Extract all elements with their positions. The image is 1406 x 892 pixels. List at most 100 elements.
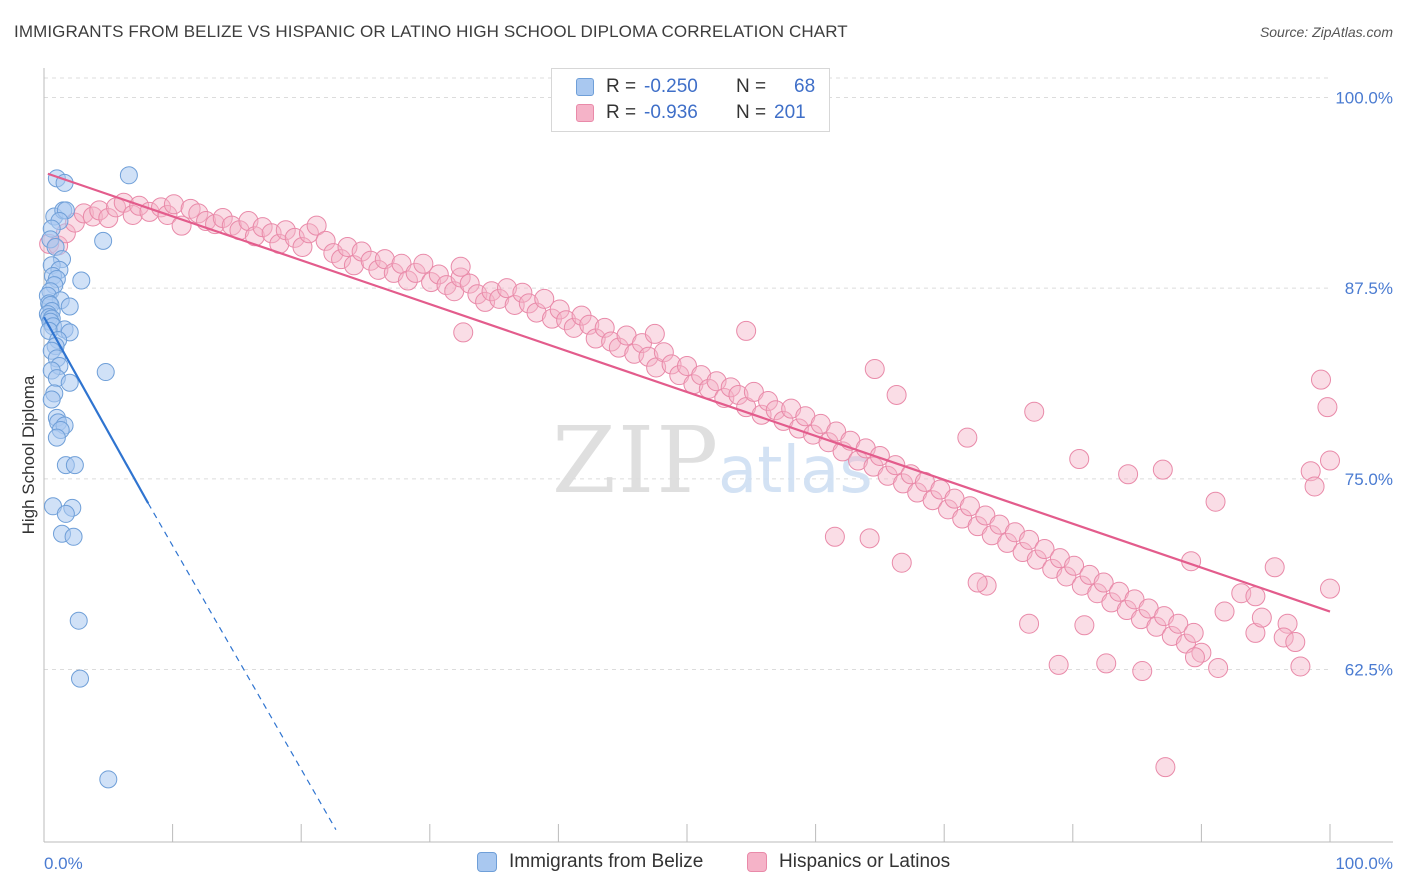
blue-point xyxy=(56,504,75,523)
legend-n-label: N = xyxy=(736,76,767,97)
pink-point xyxy=(608,337,629,358)
pink-point xyxy=(1304,476,1325,497)
blue-point xyxy=(65,456,84,475)
pink-point xyxy=(1064,555,1085,576)
pink-point xyxy=(1019,529,1040,550)
x-tick-label-min: 0.0% xyxy=(44,854,83,873)
pink-point xyxy=(818,432,839,453)
pink-point xyxy=(512,282,533,303)
blue-point xyxy=(60,297,79,316)
pink-point xyxy=(859,528,880,549)
pink-point xyxy=(368,259,389,280)
pink-point xyxy=(959,496,980,517)
pink-point xyxy=(1069,449,1090,470)
pink-point xyxy=(496,278,517,299)
pink-point xyxy=(450,256,471,277)
blue-point xyxy=(64,527,83,546)
pink-point xyxy=(1214,601,1235,622)
pink-point xyxy=(397,270,418,291)
watermark-zip: ZIP xyxy=(552,407,720,514)
pink-point xyxy=(1093,572,1114,593)
pink-point xyxy=(163,194,184,215)
pink-point xyxy=(1116,600,1137,621)
pink-point xyxy=(421,272,442,293)
pink-point xyxy=(1300,461,1321,482)
pink-point xyxy=(1155,757,1176,778)
pink-trendline xyxy=(47,172,1331,613)
y-axis-label: High School Diploma xyxy=(19,375,38,534)
pink-point xyxy=(864,359,885,380)
blue-point xyxy=(47,428,66,447)
pink-point xyxy=(556,310,577,331)
pink-point xyxy=(967,516,988,537)
pink-point xyxy=(481,281,502,302)
pink-point xyxy=(863,456,884,477)
pink-point xyxy=(1024,401,1045,422)
pink-point xyxy=(306,215,327,236)
legend-n-value: 68 xyxy=(794,76,816,97)
blue-points xyxy=(38,166,138,789)
pink-point xyxy=(886,384,907,405)
blue-point xyxy=(119,166,138,185)
pink-point xyxy=(1245,622,1266,643)
blue-point xyxy=(71,669,90,688)
legend-r-value: -0.250 xyxy=(644,76,698,97)
pink-point xyxy=(720,377,741,398)
blue-point xyxy=(99,770,118,789)
pink-point xyxy=(653,342,674,363)
pink-point xyxy=(1183,622,1204,643)
legend-r-label: R = xyxy=(606,76,637,97)
pink-point xyxy=(1034,538,1055,559)
trendlines xyxy=(43,172,1331,830)
bottom-legend-swatch-pink xyxy=(747,852,767,872)
blue-point xyxy=(69,611,88,630)
pink-point xyxy=(938,499,959,520)
y-tick-label: 87.5% xyxy=(1345,279,1393,298)
legend-r-value: -0.936 xyxy=(644,102,698,123)
pink-point xyxy=(489,288,510,309)
legend-swatch-pink xyxy=(576,104,594,122)
axes xyxy=(43,68,1393,843)
pink-point xyxy=(428,264,449,285)
pink-point xyxy=(413,253,434,274)
bottom-legend-swatch-blue xyxy=(477,852,497,872)
pink-point xyxy=(1118,464,1139,485)
legend-row-belize: R = -0.250 N = 68 xyxy=(576,75,815,99)
pink-point xyxy=(1048,654,1069,675)
pink-point xyxy=(824,526,845,547)
pink-point xyxy=(98,208,119,229)
blue-point xyxy=(94,231,113,250)
pink-point xyxy=(453,322,474,343)
chart-title: IMMIGRANTS FROM BELIZE VS HISPANIC OR LA… xyxy=(14,22,848,41)
pink-point xyxy=(549,299,570,320)
pink-point xyxy=(891,552,912,573)
y-tick-label: 100.0% xyxy=(1335,89,1393,108)
pink-point xyxy=(534,288,555,309)
pink-point xyxy=(1096,653,1117,674)
pink-point xyxy=(1285,632,1306,653)
pink-point xyxy=(331,249,352,270)
pink-point xyxy=(1205,491,1226,512)
pink-point xyxy=(765,400,786,421)
pink-point xyxy=(298,223,319,244)
pink-point xyxy=(1132,661,1153,682)
pink-point xyxy=(677,355,697,376)
pink-point xyxy=(82,206,103,227)
blue-point xyxy=(60,373,79,392)
pink-point xyxy=(1245,586,1266,607)
pink-point xyxy=(1152,459,1173,480)
blue-trendline xyxy=(43,316,150,504)
pink-point xyxy=(1056,566,1077,587)
blue-point xyxy=(96,363,115,382)
legend-n-value: 201 xyxy=(774,102,806,123)
pink-point xyxy=(1146,616,1167,637)
blue-trendline-extension xyxy=(147,502,337,830)
pink-point xyxy=(459,273,480,294)
pink-point xyxy=(1320,450,1340,471)
pink-point xyxy=(967,572,988,593)
legend-row-hispanic: R = -0.936 N = 201 xyxy=(576,101,806,125)
pink-point xyxy=(1019,613,1040,634)
pink-point xyxy=(826,421,847,442)
bottom-legend-label-belize: Immigrants from Belize xyxy=(509,851,704,872)
